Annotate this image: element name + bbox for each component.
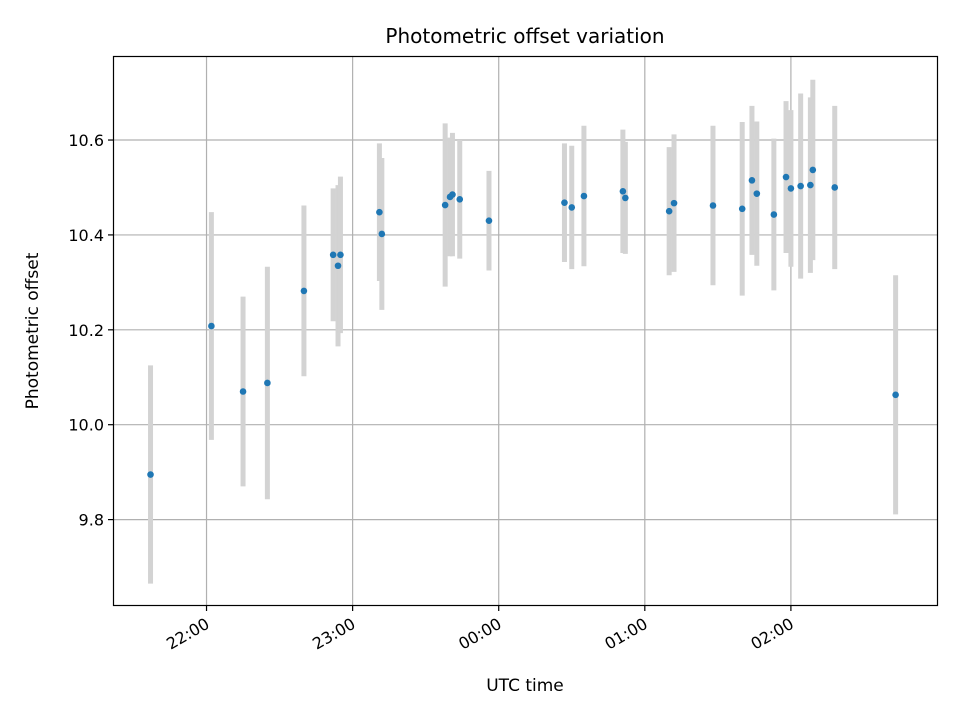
data-point [892, 391, 899, 399]
data-point [709, 202, 717, 209]
data-point [300, 287, 308, 295]
data-point [831, 184, 839, 191]
data-point [561, 199, 568, 206]
data-point [334, 262, 342, 270]
data-point [787, 185, 795, 192]
data-point [738, 205, 746, 213]
data-point [568, 204, 576, 211]
data-point [376, 208, 383, 216]
data-points [147, 166, 899, 478]
data-point [753, 190, 761, 197]
data-point [378, 230, 386, 238]
data-point [449, 191, 456, 198]
y-axis-label: Photometric offset [23, 252, 43, 409]
data-point [456, 196, 464, 203]
y-tick-label: 10.6 [68, 131, 104, 150]
data-point [329, 251, 337, 259]
y-tick-label: 10.2 [68, 321, 104, 340]
data-point [619, 187, 627, 195]
data-point [770, 211, 778, 218]
data-point [441, 201, 449, 209]
data-point [208, 322, 215, 330]
data-point [147, 471, 154, 478]
data-point [665, 207, 673, 215]
data-point [748, 177, 756, 184]
data-point [580, 192, 588, 200]
data-point [807, 181, 814, 189]
grid [114, 57, 937, 605]
data-point [670, 199, 678, 207]
chart-title: Photometric offset variation [385, 24, 664, 48]
plot-frame [112, 55, 939, 607]
data-point [622, 194, 629, 202]
data-point [239, 388, 247, 395]
data-point [337, 251, 344, 259]
data-point [264, 379, 271, 387]
data-point [782, 173, 790, 181]
data-point [797, 182, 804, 190]
data-point [485, 217, 493, 224]
y-tick-label: 9.8 [79, 511, 104, 530]
y-axis-ticks: 9.8 10.0 10.2 10.4 10.6 [68, 131, 114, 530]
data-point [809, 166, 817, 174]
y-tick-label: 10.4 [68, 226, 104, 245]
y-tick-label: 10.0 [68, 416, 104, 435]
x-axis-label: UTC time [486, 676, 564, 696]
